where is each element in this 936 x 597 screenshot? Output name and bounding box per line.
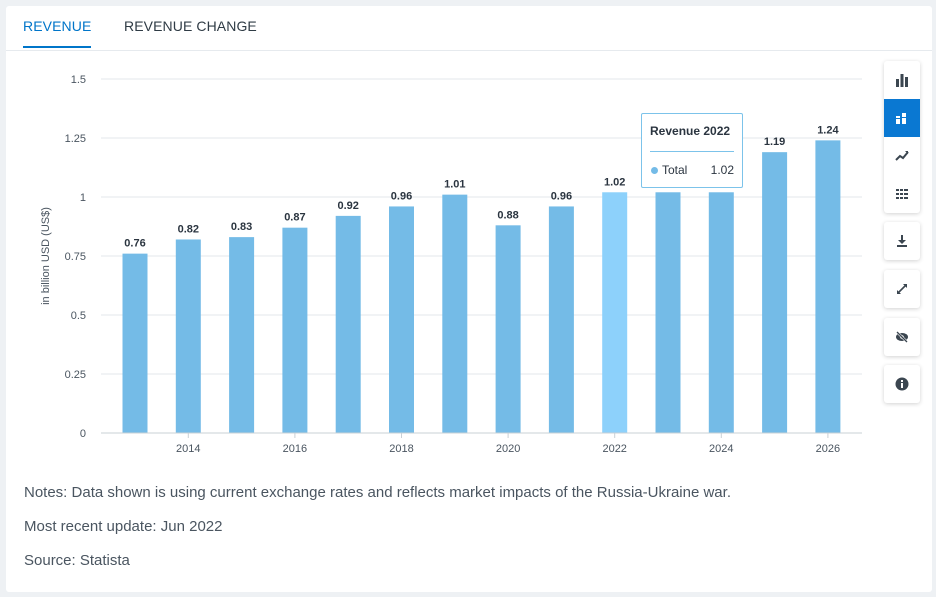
bar <box>442 194 468 433</box>
bar <box>815 140 841 434</box>
y-axis-label: in billion USD (US$) <box>40 207 52 305</box>
download-icon <box>897 235 907 247</box>
y-tick-label: 0.75 <box>65 251 86 263</box>
chart-notes: Notes: Data shown is using current excha… <box>24 484 731 501</box>
x-tick-label: 2020 <box>496 443 520 455</box>
data-label: 1.02 <box>604 176 625 188</box>
hide-icon <box>896 331 908 343</box>
data-label: 0.87 <box>284 212 305 224</box>
chart-update: Most recent update: Jun 2022 <box>24 518 223 535</box>
y-tick-label: 1.5 <box>71 74 86 86</box>
bar <box>495 225 521 433</box>
info-toolbar <box>884 365 920 403</box>
chart-source: Source: Statista <box>24 552 130 569</box>
bar <box>282 227 308 433</box>
tooltip-series-label: Total <box>662 163 688 177</box>
download-toolbar <box>884 222 920 260</box>
line-chart-button[interactable] <box>884 137 920 175</box>
tab-revenue[interactable]: REVENUE <box>23 18 92 48</box>
data-label: 0.96 <box>551 190 572 202</box>
bar <box>655 192 681 433</box>
tab-revenue-label: REVENUE <box>23 18 92 34</box>
chart-card: REVENUE REVENUE CHANGE 0 0.25 0.5 0.75 1 1.25… <box>6 6 932 592</box>
y-tick-label: 1 <box>80 192 86 204</box>
tooltip-title: Revenue 2022 <box>650 124 731 138</box>
bar <box>229 237 255 433</box>
x-tick-label: 2022 <box>602 443 626 455</box>
data-label: 0.92 <box>337 200 358 212</box>
chart-type-toolbar <box>884 61 920 213</box>
info-button[interactable] <box>884 365 920 403</box>
bar <box>708 192 734 433</box>
tooltip-value: 1.02 <box>710 163 734 177</box>
x-tick-label: 2014 <box>176 443 200 455</box>
bar <box>175 239 201 433</box>
tab-revenue-change-label: REVENUE CHANGE <box>124 18 257 34</box>
bar <box>335 215 361 433</box>
data-label: 0.82 <box>178 223 199 235</box>
hide-button[interactable] <box>884 318 920 356</box>
tooltip-series-dot <box>651 167 658 174</box>
tooltip-divider <box>650 151 734 152</box>
info-icon <box>895 377 909 391</box>
bar <box>548 206 574 433</box>
x-tick-label: 2018 <box>389 443 413 455</box>
table-icon <box>896 189 908 199</box>
active-tab-indicator <box>23 46 92 48</box>
bar <box>122 253 148 433</box>
y-tick-label: 0.5 <box>71 310 86 322</box>
data-label: 0.76 <box>124 238 145 250</box>
bar <box>762 152 788 433</box>
tab-revenue-change[interactable]: REVENUE CHANGE <box>124 18 257 34</box>
expand-icon <box>897 284 907 294</box>
data-label: 1.01 <box>444 179 465 191</box>
expand-toolbar <box>884 270 920 308</box>
x-tick-label: 2016 <box>283 443 307 455</box>
x-tick-label: 2026 <box>816 443 840 455</box>
data-label: 0.96 <box>391 190 412 202</box>
data-label: 1.24 <box>817 124 839 136</box>
download-button[interactable] <box>884 222 920 260</box>
chart-tooltip: Revenue 2022 Total 1.02 <box>641 113 743 188</box>
bar <box>389 206 414 433</box>
y-tick-label: 0.25 <box>65 369 86 381</box>
x-tick-label: 2024 <box>709 443 733 455</box>
y-tick-label: 1.25 <box>65 133 86 145</box>
stacked-bar-icon <box>896 113 906 124</box>
stacked-bar-button[interactable] <box>884 99 920 137</box>
expand-button[interactable] <box>884 270 920 308</box>
table-button[interactable] <box>884 175 920 213</box>
bar-chart-icon <box>896 74 908 87</box>
y-tick-label: 0 <box>80 428 86 440</box>
line-chart-icon <box>895 151 909 161</box>
data-label: 0.83 <box>231 221 252 233</box>
hide-toolbar <box>884 318 920 356</box>
tab-bar: REVENUE REVENUE CHANGE <box>6 6 932 51</box>
data-label: 0.88 <box>497 209 518 221</box>
data-label: 1.19 <box>764 136 785 148</box>
revenue-bar-chart: 0 0.25 0.5 0.75 1 1.25 1.5 in billion USD (US$)… <box>40 74 862 455</box>
bar <box>602 192 628 433</box>
bar-chart-button[interactable] <box>884 61 920 99</box>
